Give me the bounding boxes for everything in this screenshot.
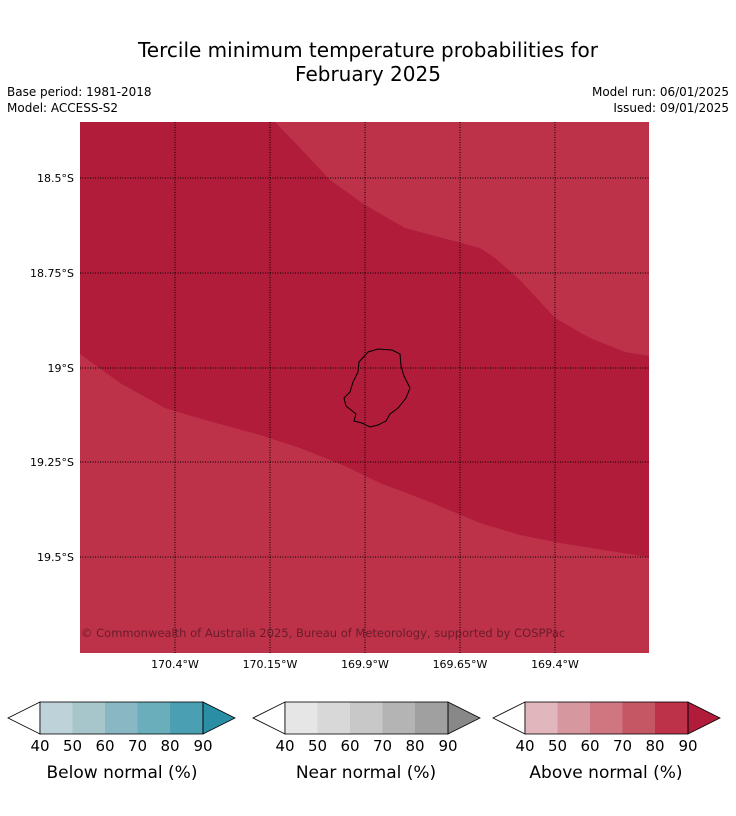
legend-tick: 80 [405,737,424,755]
legend-tick: 80 [160,737,179,755]
legend-tick: 90 [438,737,457,755]
legend-tick: 40 [275,737,294,755]
legend-extend-left [252,701,286,735]
legend-swatch [72,702,105,734]
legend-extend-right [447,701,481,735]
lat-label: 18.5°S [37,172,74,185]
legend-tick: 70 [373,737,392,755]
legend-tick: 50 [548,737,567,755]
legend-tick: 90 [678,737,697,755]
legend-label: Near normal (%) [296,763,436,783]
lat-label: 19.5°S [37,551,74,564]
legend-tick: 70 [128,737,147,755]
legend-below-normal: 40 50 60 70 80 90 Below normal (%) [7,701,236,783]
legend-tick: 60 [580,737,599,755]
base-period-text: Base period: 1981-2018 [7,85,152,99]
lat-label: 18.75°S [30,267,74,280]
lon-labels: 170.4°W 170.15°W 169.9°W 169.65°W 169.4°… [151,658,579,671]
legend-swatch [285,702,318,734]
grid-lines [80,122,649,653]
issued-text: Issued: 09/01/2025 [613,101,729,115]
legend-swatch [40,702,73,734]
legend-swatch [105,702,138,734]
lat-label: 19.25°S [30,456,74,469]
legend-swatch [170,702,203,734]
legend-extend-right [687,701,721,735]
meta-right: Model run: 06/01/2025 Issued: 09/01/2025 [592,84,729,116]
model-run-text: Model run: 06/01/2025 [591,85,729,99]
island-outline [343,348,411,428]
legend-near-normal: 40 50 60 70 80 90 Near normal (%) [252,701,481,783]
legend-extend-right [202,701,236,735]
title-line-2: February 2025 [295,62,441,86]
lon-label: 170.4°W [151,658,199,671]
legend-tick: 70 [613,737,632,755]
legend-swatch [415,702,448,734]
legend-swatch [525,702,558,734]
lon-label: 169.9°W [341,658,389,671]
title-line-1: Tercile minimum temperature probabilitie… [137,38,599,62]
legend-tick: 80 [645,737,664,755]
lon-label: 170.15°W [243,658,298,671]
legend-swatch [350,702,383,734]
legend-label: Below normal (%) [47,763,198,783]
legend-swatch [382,702,415,734]
legend-swatch [317,702,350,734]
legend-extend-left [492,701,526,735]
legend-extend-left [7,701,41,735]
legend-tick: 90 [193,737,212,755]
lon-label: 169.4°W [531,658,579,671]
model-text: Model: ACCESS-S2 [7,101,119,115]
legend-swatch [590,702,623,734]
legend-above-normal: 40 50 60 70 80 90 Above normal (%) [492,701,721,783]
legend-swatch [622,702,655,734]
legend-tick: 50 [63,737,82,755]
meta-left: Base period: 1981-2018 Model: ACCESS-S2 [7,84,152,116]
map-area: © Commonwealth of Australia 2025, Bureau… [80,122,649,653]
legend-tick: 50 [308,737,327,755]
legend-swatch [137,702,170,734]
lat-label: 19°S [48,362,74,375]
page-title: Tercile minimum temperature probabilitie… [0,38,736,86]
legend-tick: 60 [95,737,114,755]
copyright-text: © Commonwealth of Australia 2025, Bureau… [81,626,565,640]
legend-tick: 40 [30,737,49,755]
lon-label: 169.65°W [433,658,488,671]
legend-swatch [557,702,590,734]
legend-tick: 60 [340,737,359,755]
legend-tick: 40 [515,737,534,755]
legend-swatch [655,702,688,734]
lat-labels: 18.5°S 18.75°S 19°S 19.25°S 19.5°S [30,172,74,564]
legend-label: Above normal (%) [529,763,682,783]
